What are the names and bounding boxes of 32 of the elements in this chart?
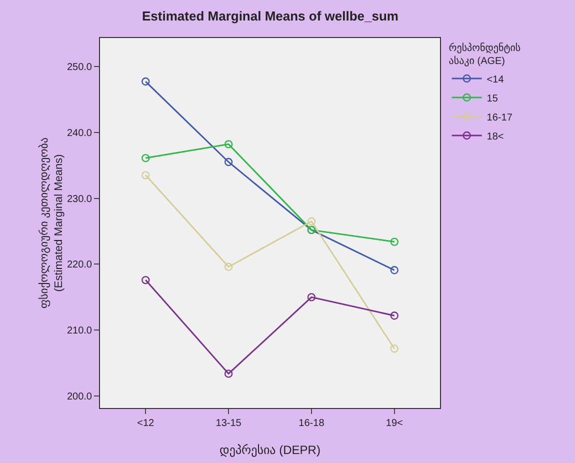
legend-label: 16-17 [486, 112, 513, 124]
point [224, 158, 233, 166]
y-tick-label: 200.0 [66, 392, 92, 403]
x-tick-label: 13-15 [216, 418, 242, 429]
legend-label: 18< [486, 131, 504, 142]
legend-title: რესპონდენტის ასაკი (AGE) [448, 42, 521, 67]
point [307, 217, 316, 226]
point [224, 370, 233, 378]
point [390, 344, 398, 353]
x-tick-label: <12 [137, 418, 155, 429]
point [142, 154, 150, 162]
point [390, 312, 398, 320]
legend-label: <14 [486, 74, 504, 86]
point [390, 238, 398, 246]
chart-title: Estimated Marginal Means of wellbe_sum [142, 8, 398, 24]
point [390, 266, 398, 274]
y-tick-label: 250.0 [66, 62, 92, 73]
y-tick-label: 220.0 [66, 260, 92, 271]
point [142, 276, 150, 284]
point [142, 77, 150, 86]
y-tick-label: 210.0 [66, 326, 92, 337]
x-tick-label: 19< [386, 418, 404, 429]
y-axis-title: ფსიქოლოგიური კეთილდღეობა (Estimated Marginal Means) [38, 137, 65, 309]
x-tick-label: 16-18 [298, 418, 325, 429]
legend-label: 15 [486, 93, 498, 104]
point [307, 293, 316, 302]
y-tick-label: 240.0 [66, 128, 92, 139]
x-axis-title: დეპრესია (DEPR) [220, 443, 320, 457]
y-tick-label: 230.0 [66, 194, 92, 205]
point [224, 140, 233, 148]
point [142, 171, 150, 180]
point [224, 262, 233, 271]
